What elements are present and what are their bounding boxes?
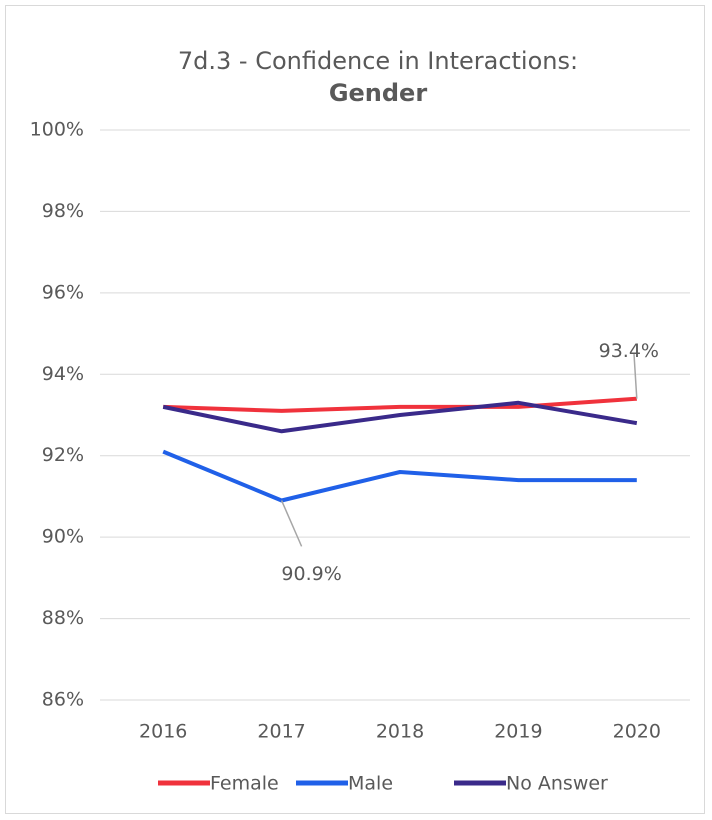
data-label: 90.9% [281, 563, 341, 585]
y-tick-label: 100% [30, 119, 84, 141]
y-tick-label: 92% [42, 444, 84, 466]
legend-label: No Answer [506, 773, 608, 795]
series-line [163, 396, 637, 413]
y-tick-label: 96% [42, 281, 84, 303]
x-tick-label: 2020 [613, 721, 661, 743]
y-tick-label: 90% [42, 526, 84, 548]
x-tick-label: 2018 [376, 721, 424, 743]
series-line [162, 400, 638, 434]
leader-line [280, 500, 303, 547]
chart-title: 7d.3 - Confidence in Interactions: [178, 47, 578, 75]
x-tick-label: 2016 [139, 721, 187, 743]
x-tick-label: 2019 [494, 721, 542, 743]
y-tick-label: 88% [42, 607, 84, 629]
y-tick-label: 94% [42, 363, 84, 385]
data-label: 93.4% [599, 340, 659, 362]
y-tick-label: 86% [42, 689, 84, 711]
legend-label: Male [348, 773, 393, 795]
x-tick-label: 2017 [257, 721, 305, 743]
chart-subtitle: Gender [329, 79, 428, 107]
series-line [162, 449, 637, 503]
leader-line [633, 354, 638, 399]
y-tick-label: 98% [42, 200, 84, 222]
legend-label: Female [210, 773, 279, 795]
